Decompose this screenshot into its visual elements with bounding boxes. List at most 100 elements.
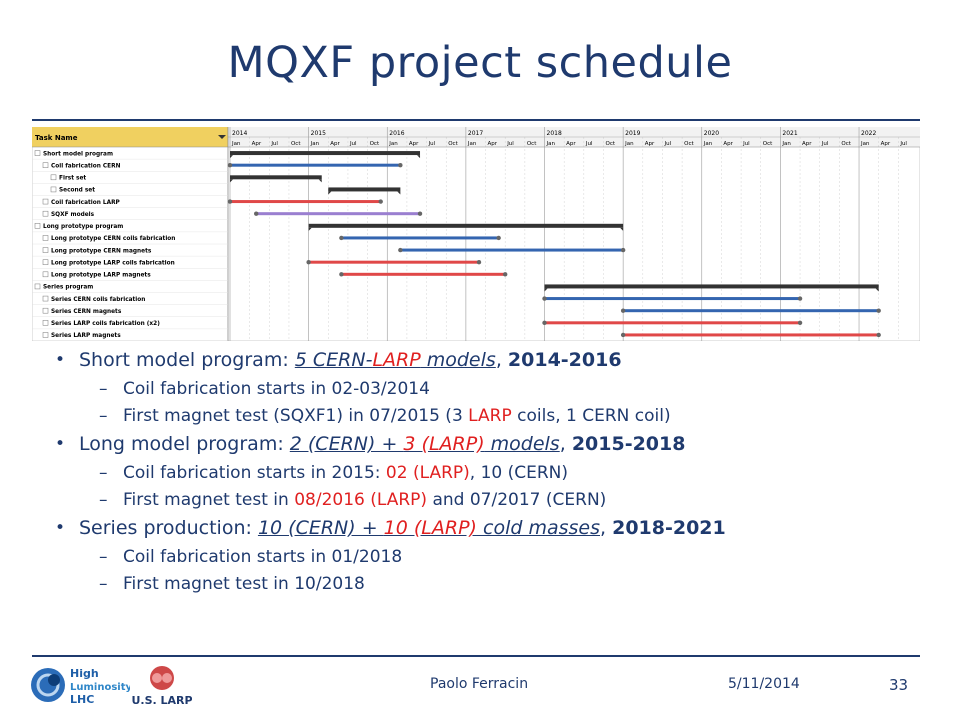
gantt-frame: [32, 127, 920, 341]
hilumi-lhc-logo: High Luminosity LHC: [31, 667, 130, 706]
task-start-marker: [339, 272, 344, 277]
bullet-text: Short model program:: [79, 349, 295, 371]
gantt-chart: Task Name 2014 Jan Apr Jul Oct 2015 Jan Apr Jul Oc…: [32, 127, 920, 341]
task-bar: [544, 321, 801, 325]
quarter-label: Jul: [349, 141, 357, 147]
bullet-text: Series production:: [79, 517, 258, 539]
bullet-dot-icon: •: [55, 518, 66, 538]
logo-circle-icon: [31, 668, 65, 702]
slide-date: 5/11/2014: [728, 676, 800, 692]
us-larp-logo: U.S. LARP: [132, 666, 192, 707]
bullet-dot-icon: •: [55, 434, 66, 454]
dropdown-arrow-icon: [218, 135, 226, 139]
task-bar: [256, 212, 421, 216]
sub-bullet: – Coil fabrication starts in 2015: 02 (LA…: [99, 463, 569, 483]
expand-toggle-icon: [34, 150, 41, 156]
task-bar: [623, 309, 879, 313]
task-start-marker: [398, 247, 403, 253]
year-label: 2017: [468, 130, 483, 137]
task-start-marker: [620, 308, 626, 313]
task-end-marker: [876, 308, 881, 313]
slide-title: MQXF project schedule: [227, 38, 733, 88]
summary-bar: [230, 175, 322, 180]
quarter-label: Jan: [231, 141, 241, 147]
task-name: Series CERN magnets: [51, 309, 122, 315]
quarter-label: Jan: [860, 141, 870, 147]
underlined-text: 5 CERN-LARP models: [294, 349, 496, 371]
quarter-label: Apr: [723, 141, 733, 147]
quarter-label: Oct: [605, 141, 615, 147]
page-number: 33: [889, 676, 909, 694]
task-start-marker: [542, 296, 547, 301]
task-bar: [341, 272, 506, 276]
task-start-marker: [306, 259, 311, 265]
task-name: Long prototype LARP magnets: [51, 273, 151, 279]
logo-line: Luminosity: [70, 682, 130, 693]
task-name: Second set: [59, 188, 95, 194]
summary-end-marker: [230, 179, 233, 183]
bullet-long-model: • Long model program: 2 (CERN) + 3 (LARP…: [55, 433, 686, 455]
quarter-label: Apr: [409, 141, 419, 147]
task-name: SQXF models: [51, 212, 95, 218]
footer-divider: [32, 655, 920, 657]
quarter-label: Apr: [566, 141, 576, 147]
task-bar: [230, 200, 381, 204]
quarter-label: Jul: [270, 141, 278, 147]
expand-toggle-icon: [50, 186, 57, 193]
summary-end-marker: [308, 227, 312, 231]
quarter-label: Jan: [781, 141, 791, 147]
bullet-short-model: • Short model program: 5 CERN-LARP model…: [55, 349, 622, 371]
quarter-label: Jul: [742, 141, 750, 147]
quarter-label: Jan: [310, 141, 320, 147]
task-name: Series CERN coils fabrication: [51, 297, 145, 303]
task-name: Long prototype CERN coils fabrication: [51, 236, 175, 242]
year-label: 2019: [625, 130, 640, 137]
task-name: First set: [59, 176, 86, 182]
quarter-label: Jul: [899, 141, 907, 147]
task-name: Long prototype program: [43, 224, 123, 230]
task-name: Series program: [43, 285, 93, 291]
summary-end-marker: [620, 227, 624, 231]
task-start-marker: [227, 162, 233, 168]
title-divider: [32, 119, 920, 121]
expand-toggle-icon: [34, 283, 41, 290]
task-start-marker: [227, 199, 233, 204]
expand-toggle-icon: [42, 332, 49, 338]
summary-bar: [544, 284, 879, 289]
expand-toggle-icon: [50, 174, 57, 181]
year-label: 2021: [782, 130, 797, 137]
summary-end-marker: [544, 288, 548, 292]
task-name: Coil fabrication LARP: [51, 200, 121, 206]
task-end-marker: [876, 332, 881, 338]
expand-toggle-icon: [42, 307, 49, 314]
presenter-name: Paolo Ferracin: [430, 676, 529, 692]
years-range: 2014-2016: [507, 349, 622, 371]
summary-end-marker: [328, 191, 332, 195]
task-name: Series LARP magnets: [51, 333, 121, 339]
task-end-marker: [503, 272, 508, 277]
task-name: Coil fabrication CERN: [51, 163, 121, 169]
quarter-label: Apr: [488, 141, 498, 147]
summary-end-marker: [397, 191, 401, 195]
quarter-label: Oct: [763, 141, 773, 147]
expand-toggle-icon: [42, 271, 49, 278]
sub-bullet: – First magnet test (SQXF1) in 07/2015 (3…: [99, 406, 671, 426]
expand-toggle-icon: [42, 259, 49, 265]
summary-end-marker: [318, 179, 322, 183]
task-end-marker: [378, 199, 383, 204]
quarter-label: Jul: [663, 141, 671, 147]
expand-toggle-icon: [42, 235, 49, 241]
sub-bullet: – First magnet test in 08/2016 (LARP) and…: [99, 490, 607, 510]
task-start-marker: [542, 320, 547, 326]
task-header-cell: [32, 127, 228, 147]
task-end-marker: [496, 235, 501, 241]
task-end-marker: [476, 259, 482, 265]
underlined-text: 2 (CERN) + 3 (LARP) models: [289, 433, 560, 455]
year-label: 2020: [704, 130, 719, 137]
expand-toggle-icon: [42, 210, 49, 217]
sub-bullet: – Coil fabrication starts in 02-03/2014: [99, 379, 430, 399]
years-range: 2015-2018: [571, 433, 686, 455]
quarter-label: Apr: [881, 141, 891, 147]
task-name: Short model program: [43, 151, 113, 157]
quarter-label: Jul: [428, 141, 436, 147]
